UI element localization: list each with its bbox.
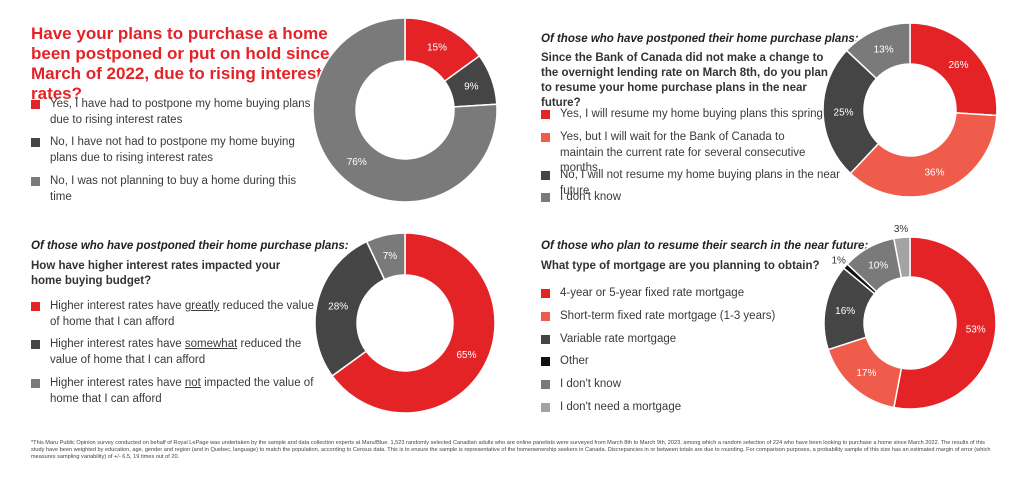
chart1-legend-item: Yes, I have had to postpone my home buyi…	[31, 97, 316, 128]
legend-label: Short-term fixed rate mortgage (1-3 year…	[560, 310, 776, 322]
legend-swatch-red	[31, 302, 40, 311]
chart1-legend-item: No, I was not planning to buy a home dur…	[31, 174, 316, 205]
legend-label: 4-year or 5-year fixed rate mortgage	[560, 287, 745, 299]
legend-swatch-dark-gray	[31, 340, 40, 349]
legend-swatch-light-gray	[541, 403, 550, 412]
legend-label: No, I was not planning to buy a home dur…	[50, 175, 297, 203]
legend-label: No, I will not resume my home buying pla…	[560, 169, 840, 197]
legend-label: Higher interest rates have not impacted …	[50, 377, 314, 405]
chart1-legend-item: No, I have not had to postpone my home b…	[31, 135, 316, 166]
legend-label: Yes, but I will wait for the Bank of Can…	[560, 131, 806, 174]
slice-label: 1%	[832, 256, 847, 267]
chart3-legend-item: Higher interest rates have not impacted …	[31, 376, 331, 407]
legend-label: Yes, I will resume my home buying plans …	[560, 108, 823, 120]
donut-slice	[845, 22, 911, 80]
chart2-question: Since the Bank of Canada did not make a …	[541, 52, 828, 109]
slice-label: 3%	[894, 224, 909, 235]
chart4-subhead: Of those who plan to resume their search…	[541, 240, 869, 252]
legend-label: No, I have not had to postpone my home b…	[50, 136, 295, 164]
chart4-legend-item: I don't need a mortgage	[541, 400, 681, 416]
chart4-legend-item: Variable rate mortgage	[541, 332, 676, 348]
legend-swatch-salmon	[541, 312, 550, 321]
legend-swatch-red	[541, 110, 550, 119]
donut-slice	[849, 112, 998, 198]
slice-label: 9%	[464, 82, 479, 93]
legend-label: Yes, I have had to postpone my home buyi…	[50, 98, 311, 126]
slice-label: 7%	[383, 251, 398, 262]
slice-label: 65%	[456, 350, 476, 361]
legend-label: I don't know	[560, 191, 622, 203]
legend-swatch-salmon	[541, 133, 550, 142]
slice-label: 28%	[328, 301, 348, 312]
legend-label: Other	[560, 355, 589, 367]
chart2-legend-item: I don't know	[541, 190, 621, 206]
legend-swatch-gray	[31, 177, 40, 186]
legend-label: I don't need a mortgage	[560, 401, 682, 413]
footnote: *This Maru Public Opinion survey conduct…	[31, 440, 991, 461]
legend-swatch-dark-gray	[31, 138, 40, 147]
slice-label: 25%	[834, 108, 854, 119]
slice-label: 17%	[856, 368, 876, 379]
legend-swatch-dark-gray	[541, 171, 550, 180]
chart2-legend-item: No, I will not resume my home buying pla…	[541, 168, 841, 199]
chart2-legend-item: Yes, I will resume my home buying plans …	[541, 107, 823, 123]
slice-label: 13%	[874, 44, 894, 55]
donut-slice	[331, 232, 496, 414]
donut-slice	[893, 236, 911, 279]
donut-slice	[314, 240, 386, 377]
chart4-question: What type of mortgage are you planning t…	[541, 260, 820, 272]
chart3-legend-item: Higher interest rates have somewhat redu…	[31, 337, 321, 368]
slice-label: 53%	[966, 325, 986, 336]
chart2-subhead: Of those who have postponed their home p…	[541, 33, 859, 45]
legend-swatch-gray	[31, 379, 40, 388]
slice-label: 36%	[924, 167, 944, 178]
chart2-legend-item: Yes, but I will wait for the Bank of Can…	[541, 130, 821, 177]
chart4-legend-item: Short-term fixed rate mortgage (1-3 year…	[541, 309, 775, 325]
donut-slice	[909, 22, 998, 117]
legend-label: Variable rate mortgage	[560, 333, 677, 345]
chart4-legend-item: I don't know	[541, 377, 621, 393]
donut-slice	[312, 17, 498, 203]
chart3-subhead: Of those who have postponed their home p…	[31, 240, 349, 252]
legend-swatch-dark-gray	[541, 335, 550, 344]
legend-label: Higher interest rates have greatly reduc…	[50, 300, 315, 328]
chart3-legend-item: Higher interest rates have greatly reduc…	[31, 299, 321, 330]
legend-swatch-gray	[541, 193, 550, 202]
legend-swatch-gray	[541, 380, 550, 389]
legend-label: Higher interest rates have somewhat redu…	[50, 338, 302, 366]
donut-slice	[365, 232, 406, 281]
legend-swatch-black	[541, 357, 550, 366]
chart3-question: How have higher interest rates impacted …	[31, 260, 281, 287]
donut-slice	[822, 49, 880, 175]
chart4-legend-item: Other	[541, 354, 589, 370]
slice-label: 16%	[835, 306, 855, 317]
legend-swatch-red	[541, 289, 550, 298]
donut-slice	[893, 236, 997, 410]
chart4-legend-item: 4-year or 5-year fixed rate mortgage	[541, 286, 744, 302]
slice-label: 76%	[347, 157, 367, 168]
legend-label: I don't know	[560, 378, 622, 390]
slice-label: 15%	[427, 43, 447, 54]
chart1-title: Have your plans to purchase a home been …	[31, 24, 330, 103]
slice-label: 26%	[948, 60, 968, 71]
legend-swatch-red	[31, 100, 40, 109]
slice-label: 10%	[868, 261, 888, 272]
